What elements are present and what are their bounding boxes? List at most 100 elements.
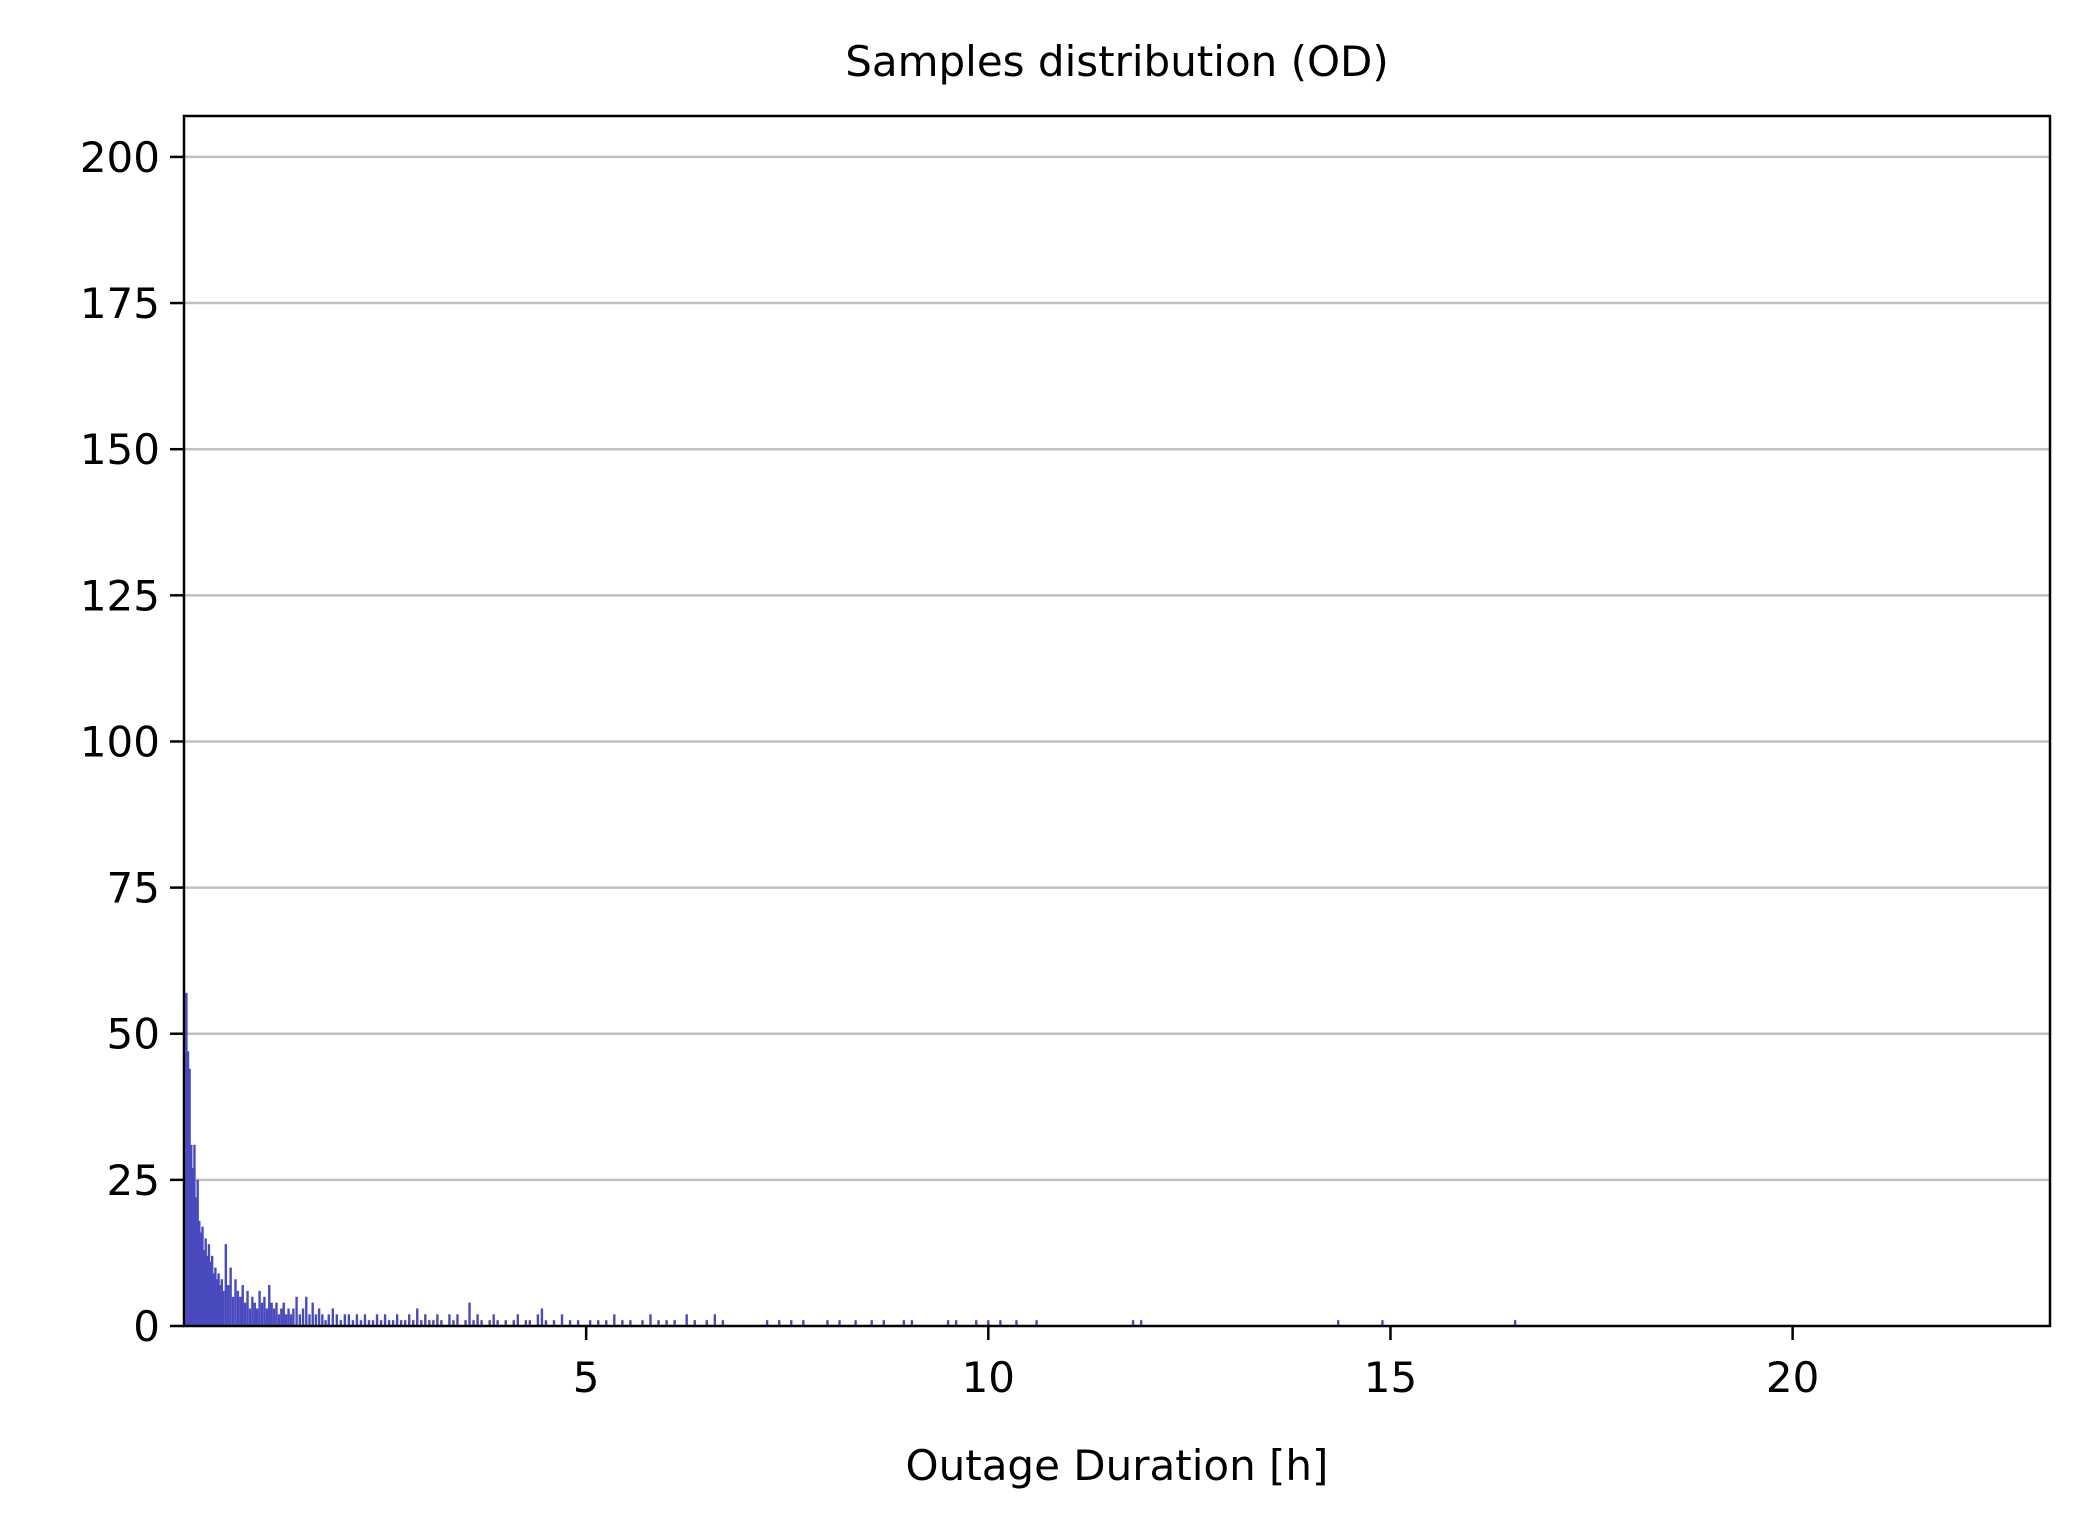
histogram-bar [395, 1314, 399, 1326]
histogram-bar [327, 1314, 330, 1326]
histogram-bar [222, 1290, 225, 1326]
histogram-bar [229, 1267, 232, 1326]
histogram-bar [544, 1320, 548, 1326]
histogram-bar [236, 1290, 240, 1326]
histogram-bar [802, 1320, 805, 1326]
y-tick-label: 150 [80, 425, 160, 474]
histogram-bar [282, 1302, 285, 1326]
histogram-bar [1139, 1320, 1143, 1326]
histogram-bar [629, 1320, 632, 1326]
histogram-bar [1513, 1320, 1517, 1326]
histogram-bar [902, 1320, 906, 1326]
histogram-bar [946, 1320, 950, 1326]
histogram-bar [351, 1320, 355, 1326]
histogram-bar [371, 1320, 375, 1326]
histogram-bar [476, 1314, 479, 1326]
histogram-bar [202, 1250, 206, 1326]
histogram-bar [480, 1320, 483, 1326]
histogram-bar [191, 1168, 195, 1326]
histogram-bar [265, 1308, 269, 1326]
histogram-bar [528, 1320, 532, 1326]
histogram-bar [246, 1290, 249, 1326]
histogram-bar [363, 1314, 367, 1326]
histogram-bar [347, 1314, 351, 1326]
histogram-bar [641, 1320, 644, 1326]
histogram-bar [277, 1314, 281, 1326]
histogram-bar [524, 1320, 528, 1326]
histogram-bar [588, 1320, 592, 1326]
histogram-bar [311, 1302, 314, 1326]
histogram-bar [512, 1320, 515, 1326]
histogram-bar [355, 1314, 359, 1326]
histogram-bar [605, 1320, 608, 1326]
histogram-bar [387, 1320, 391, 1326]
histogram-bar [448, 1314, 451, 1326]
histogram-bar [472, 1320, 475, 1326]
histogram-bar [248, 1308, 252, 1326]
histogram-bar [201, 1226, 204, 1326]
histogram-bar [975, 1320, 978, 1326]
histogram-bar [536, 1314, 540, 1326]
histogram-bar [190, 1144, 193, 1326]
histogram-bar [284, 1314, 288, 1326]
histogram-bar [251, 1296, 254, 1326]
histogram-bar [231, 1296, 235, 1326]
histogram-bar [456, 1314, 459, 1326]
y-tick-label: 50 [107, 1010, 160, 1059]
histogram-bar [224, 1244, 228, 1326]
histogram-bar [685, 1314, 688, 1326]
histogram-bar [383, 1314, 387, 1326]
histogram-bar [206, 1255, 209, 1326]
histogram-bar [777, 1320, 781, 1326]
x-tick-label: 10 [962, 1353, 1015, 1402]
histogram-bar [504, 1320, 507, 1326]
histogram-bar [263, 1296, 266, 1326]
histogram-bar [210, 1255, 214, 1326]
histogram-bar [289, 1314, 293, 1326]
histogram-bar [295, 1296, 298, 1326]
histogram-bar [317, 1308, 321, 1326]
histogram-bar [308, 1314, 311, 1326]
histogram-bar [568, 1320, 572, 1326]
histogram-bar [241, 1285, 244, 1326]
histogram-bar [196, 1179, 199, 1326]
histogram-bar [665, 1320, 668, 1326]
histogram-bar [838, 1320, 841, 1326]
histogram-bar [416, 1308, 419, 1326]
x-tick-label: 5 [573, 1353, 600, 1402]
histogram-bar [1336, 1320, 1340, 1326]
histogram-bar [343, 1314, 347, 1326]
histogram-bar [193, 1144, 196, 1326]
histogram-bar [705, 1320, 709, 1326]
histogram-bar [910, 1320, 914, 1326]
plot-frame [182, 114, 2052, 1328]
histogram-bar [186, 1051, 190, 1326]
histogram-bar [552, 1320, 556, 1326]
histogram-bar [540, 1308, 544, 1326]
histogram-bar [826, 1320, 829, 1326]
histogram-bar [188, 1068, 191, 1326]
histogram-bar [220, 1279, 224, 1326]
histogram-bar [275, 1302, 278, 1326]
y-tick-label: 75 [107, 864, 160, 913]
histogram-bar [488, 1320, 491, 1326]
histogram-bar [239, 1296, 242, 1326]
histogram-bar [882, 1320, 885, 1326]
x-axis-label: Outage Duration [h] [906, 1441, 1329, 1490]
histogram-bar [359, 1320, 363, 1326]
histogram-bar [227, 1285, 230, 1326]
y-tick-label: 0 [133, 1302, 160, 1351]
histogram-bar [339, 1320, 343, 1326]
histogram-bar [258, 1290, 261, 1326]
histogram-bar [198, 1220, 201, 1326]
histogram-bar [468, 1302, 471, 1326]
bars [185, 992, 1517, 1326]
histogram-bar [255, 1308, 259, 1326]
histogram-bar [268, 1285, 271, 1326]
y-tick-label: 175 [80, 279, 160, 328]
chart-title: Samples distribution (OD) [845, 37, 1389, 86]
histogram-bar [987, 1320, 990, 1326]
histogram-bar [1015, 1320, 1018, 1326]
